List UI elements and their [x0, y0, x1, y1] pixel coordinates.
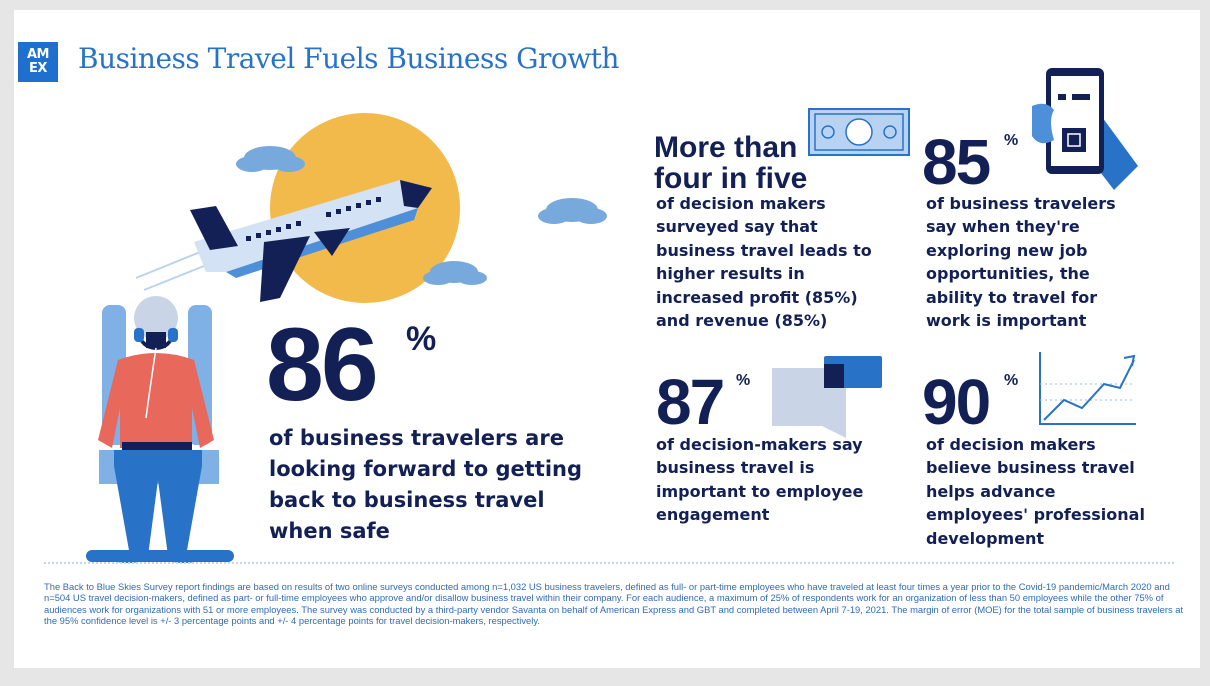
headline-line-1: More than [654, 131, 798, 164]
logo-line-2: EX [29, 61, 47, 76]
logo-line-1: AM [27, 47, 50, 62]
stat-86-text: of business travelers are looking forwar… [269, 426, 583, 543]
stat-85-number: 85 [922, 126, 991, 198]
cloud-icon [236, 146, 305, 172]
traveler-seat-illustration [86, 296, 234, 563]
contrail-lines [135, 247, 215, 291]
survey-footnote: The Back to Blue Skies Survey report fin… [44, 581, 1184, 627]
headline-line-2: four in five [654, 162, 808, 195]
page-title: Business Travel Fuels Business Growth [78, 42, 619, 75]
airplane-icon [190, 180, 432, 302]
stat-86-number: 86 [266, 307, 379, 423]
four-in-five-text: of decision makers surveyed say that bus… [656, 194, 872, 331]
phone-boarding-pass-icon [1032, 68, 1138, 190]
chat-bubbles-icon [772, 356, 882, 438]
person-icon [98, 296, 214, 563]
airplane-scene-illustration [135, 113, 607, 303]
footnote-divider [44, 562, 1174, 564]
growth-chart-icon [1039, 352, 1136, 425]
stat-90-unit: % [1004, 372, 1019, 389]
cloud-icon [538, 198, 607, 224]
stat-90-number: 90 [922, 366, 991, 438]
cloud-icon [423, 261, 487, 285]
stat-85-text: of business travelers say when they're e… [926, 194, 1116, 331]
stat-87-text: of decision-makers say business travel i… [656, 435, 864, 525]
airplane-windows [246, 197, 381, 241]
amex-logo: AM EX [18, 42, 58, 82]
stat-86-unit: % [406, 320, 437, 358]
stat-85-unit: % [1004, 132, 1019, 149]
stat-87-number: 87 [656, 366, 725, 438]
four-in-five-headline: More than four in five [654, 132, 834, 194]
infographic-card: AM EX Business Travel Fuels Business Gro… [14, 10, 1200, 668]
dollar-bill-icon [808, 108, 910, 156]
stat-90-text: of decision makers believe business trav… [926, 435, 1145, 548]
stat-87-unit: % [736, 372, 751, 389]
